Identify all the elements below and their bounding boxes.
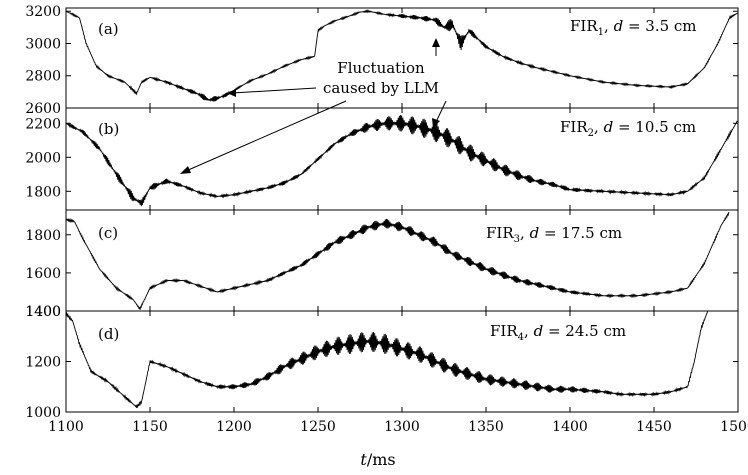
- panel-title-c: FIR3, d = 17.5 cm: [486, 224, 622, 245]
- panel-title-b: FIR2, d = 10.5 cm: [560, 118, 696, 139]
- y-tick-label-a-3: 2600: [25, 101, 61, 117]
- arrow-head-a-peak: [432, 38, 440, 47]
- annotation-line-1: Fluctuation: [337, 59, 425, 77]
- panel-label-a: (a): [98, 20, 119, 38]
- x-tick-label-7: 1450: [636, 419, 672, 435]
- x-axis: 1100 1150 1200 1250 1300 1350 1400 1450 1500: [48, 419, 748, 435]
- signal-trace-c: [66, 211, 730, 310]
- panel-label-c: (c): [98, 224, 118, 242]
- y-tick-label-c-1: 1600: [25, 266, 61, 282]
- x-axis-label: t/ms: [360, 450, 395, 469]
- y-tick-label-b-2: 1800: [25, 184, 61, 200]
- panel-d: (d) FIR4, d = 24.5 cm 1400 1200 1000: [25, 304, 739, 421]
- annotation-line-2: caused by LLM: [323, 79, 439, 97]
- annotation-background: [318, 56, 448, 100]
- x-tick-label-2: 1200: [216, 419, 252, 435]
- y-tick-label-b-1: 2000: [25, 150, 61, 166]
- y-tick-label-c-0: 1800: [25, 228, 61, 244]
- signal-trace-b: [66, 114, 738, 207]
- arrow-head-b-right: [432, 118, 440, 128]
- y-tick-label-a-2: 2800: [25, 69, 61, 85]
- y-tick-label-a-0: 3200: [25, 4, 61, 20]
- x-tick-label-3: 1250: [300, 419, 336, 435]
- panel-label-d: (d): [98, 325, 119, 343]
- panel-title-d: FIR4, d = 24.5 cm: [490, 322, 626, 343]
- arrow-to-panel-b-right: [435, 100, 447, 123]
- x-tick-label-1: 1150: [132, 419, 168, 435]
- signal-trace-d: [66, 311, 708, 409]
- arrow-to-panel-b-left: [185, 100, 347, 172]
- arrow-head-a-dip: [227, 89, 236, 97]
- arrow-to-panel-a-dip: [231, 87, 317, 94]
- signal-trace-a: [66, 9, 738, 102]
- y-tick-label-a-1: 3000: [25, 36, 61, 52]
- llm-annotation: Fluctuation caused by LLM: [180, 38, 448, 174]
- y-tick-label-c-2: 1400: [25, 304, 61, 320]
- panel-b: (b) FIR2, d = 10.5 cm 2200 2000 1800: [25, 107, 739, 211]
- y-tick-label-d-0: 1400: [25, 304, 61, 320]
- x-tick-label-8: 1500: [720, 419, 748, 435]
- y-tick-label-d-1: 1200: [25, 355, 61, 371]
- x-tick-label-5: 1350: [468, 419, 504, 435]
- arrow-head-b-left: [180, 166, 191, 174]
- panel-a: (a) FIR1, d = 3.5 cm 3200 3000 2800 2600: [25, 4, 739, 117]
- x-tick-label-6: 1400: [552, 419, 588, 435]
- x-tick-label-0: 1100: [48, 419, 84, 435]
- panel-label-b: (b): [98, 120, 119, 138]
- y-tick-label-b-0: 2200: [25, 116, 61, 132]
- x-tick-label-4: 1300: [384, 419, 420, 435]
- y-tick-label-d-2: 1000: [25, 405, 61, 421]
- panel-title-a: FIR1, d = 3.5 cm: [570, 17, 697, 38]
- panel-c: (c) FIR3, d = 17.5 cm 1800 1600 1400: [25, 209, 739, 320]
- plot-frame-d: [65, 310, 739, 413]
